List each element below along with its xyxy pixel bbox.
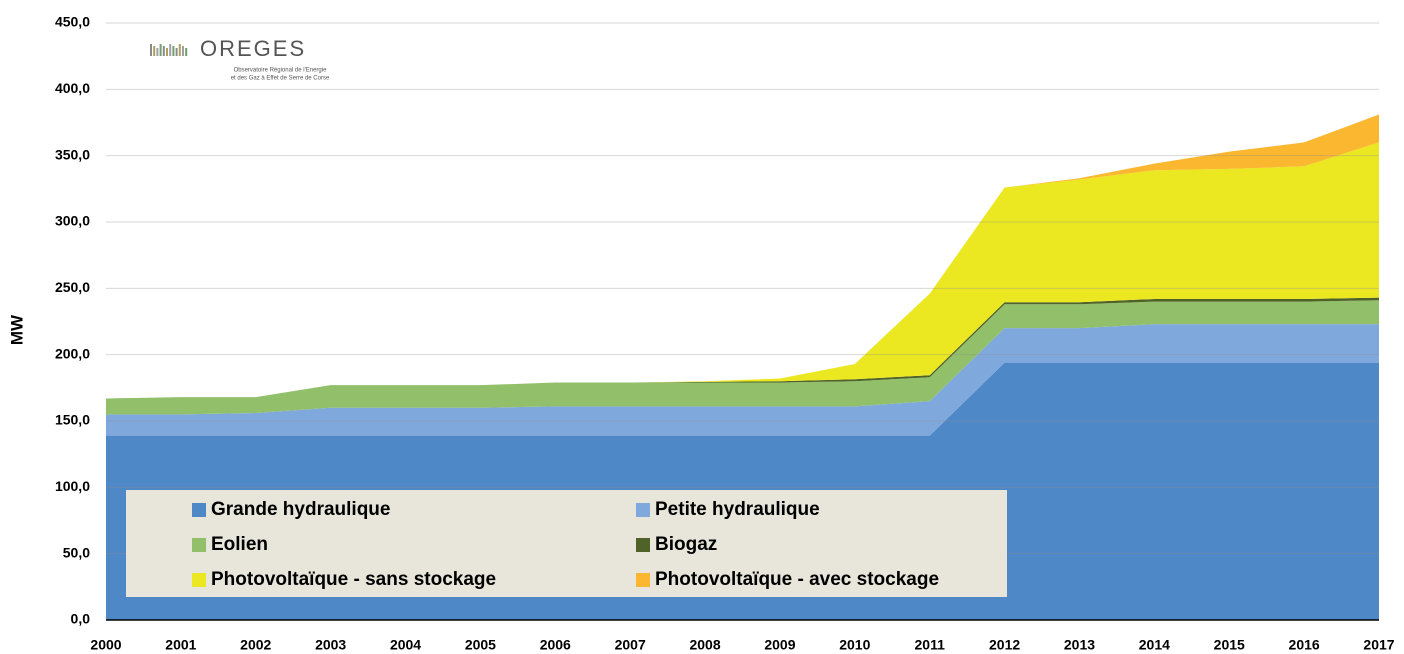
legend-label: Eolien bbox=[211, 534, 268, 555]
x-tick-label: 2013 bbox=[1064, 637, 1095, 653]
logo-bar bbox=[159, 44, 162, 56]
logo-bar bbox=[172, 46, 175, 56]
x-tick-label: 2015 bbox=[1214, 637, 1245, 653]
logo-bar bbox=[156, 48, 159, 56]
x-tick-label: 2009 bbox=[764, 637, 795, 653]
y-tick-label: 0,0 bbox=[71, 611, 91, 627]
y-tick-label: 400,0 bbox=[55, 80, 90, 96]
legend-label: Grande hydraulique bbox=[211, 499, 390, 520]
legend-swatch bbox=[636, 503, 650, 517]
x-tick-label: 2007 bbox=[615, 637, 646, 653]
x-tick-label: 2010 bbox=[839, 637, 870, 653]
area bbox=[106, 300, 1379, 415]
y-tick-label: 250,0 bbox=[55, 279, 90, 295]
logo-name: OREGES bbox=[200, 36, 306, 61]
legend-box bbox=[126, 490, 1007, 597]
logo-bar bbox=[169, 44, 172, 56]
y-axis-label: MW bbox=[7, 314, 26, 345]
logo-line: Observatoire Régional de l'Energie bbox=[234, 68, 328, 74]
y-tick-label: 300,0 bbox=[55, 213, 90, 229]
x-tick-label: 2006 bbox=[540, 637, 571, 653]
x-tick-label: 2000 bbox=[90, 637, 121, 653]
y-tick-label: 100,0 bbox=[55, 478, 90, 494]
logo-bar bbox=[162, 46, 165, 56]
x-tick-label: 2004 bbox=[390, 637, 421, 653]
logo-bar bbox=[185, 48, 188, 56]
y-tick-label: 200,0 bbox=[55, 345, 90, 361]
x-tick-label: 2011 bbox=[915, 637, 946, 653]
legend-swatch bbox=[636, 538, 650, 552]
logo-bar bbox=[178, 44, 181, 56]
logo-bar bbox=[175, 48, 178, 56]
y-tick-label: 350,0 bbox=[55, 146, 90, 162]
x-tick-label: 2012 bbox=[989, 637, 1020, 653]
logo-bar bbox=[153, 46, 156, 56]
legend-swatch bbox=[192, 503, 206, 517]
logo-bar bbox=[182, 46, 184, 56]
legend-swatch bbox=[192, 573, 206, 587]
x-tick-label: 2002 bbox=[240, 637, 271, 653]
area bbox=[106, 142, 1379, 399]
y-tick-label: 150,0 bbox=[55, 412, 90, 428]
legend-swatch bbox=[192, 538, 206, 552]
grid bbox=[106, 22, 1379, 621]
x-tick-label: 2001 bbox=[165, 637, 196, 653]
logo-bar bbox=[166, 48, 168, 56]
x-tick-label: 2008 bbox=[689, 637, 720, 653]
legend-swatch bbox=[636, 573, 650, 587]
logo-line: et des Gaz à Effet de Serre de Corse bbox=[231, 76, 330, 82]
legend-label: Photovoltaïque - sans stockage bbox=[211, 569, 496, 590]
logo-bar bbox=[150, 44, 152, 56]
x-tick-label: 2016 bbox=[1289, 637, 1320, 653]
x-tick-label: 2005 bbox=[465, 637, 496, 653]
legend-label: Biogaz bbox=[655, 534, 717, 555]
y-tick-label: 450,0 bbox=[55, 14, 90, 30]
y-tick-label: 50,0 bbox=[63, 544, 90, 560]
x-tick-label: 2003 bbox=[315, 637, 346, 653]
x-tick-label: 2014 bbox=[1139, 637, 1170, 653]
x-tick-label: 2017 bbox=[1363, 637, 1394, 653]
legend-label: Petite hydraulique bbox=[655, 499, 820, 520]
logo: OREGES Observatoire Régional de l'Energie… bbox=[150, 36, 330, 82]
legend-label: Photovoltaïque - avec stockage bbox=[655, 569, 939, 590]
